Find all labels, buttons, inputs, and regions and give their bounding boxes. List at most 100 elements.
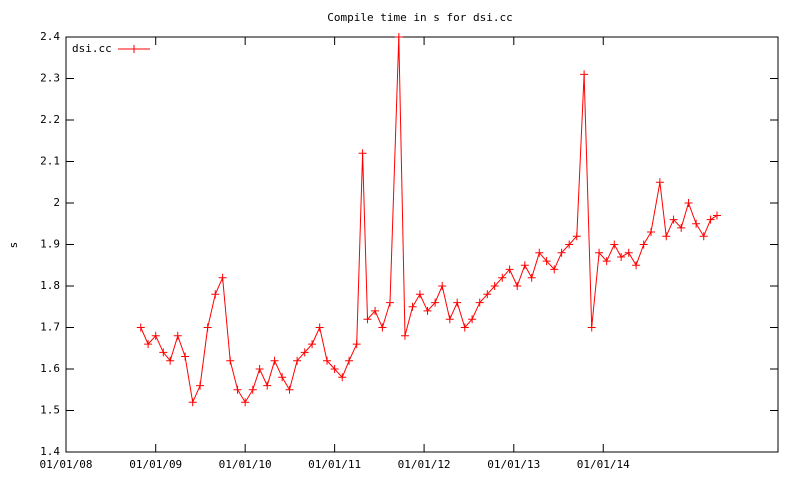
point-marker [610,240,619,249]
point-marker [278,373,287,382]
point-marker [453,298,462,307]
y-tick-label: 1.8 [40,279,60,292]
point-marker [550,265,559,274]
x-tick-label: 01/01/14 [577,458,630,471]
point-marker [415,290,424,299]
point-marker [587,323,596,332]
point-marker [352,340,361,349]
point-marker [513,282,522,290]
point-marker [617,252,626,261]
x-tick-label: 01/01/09 [129,458,182,471]
point-marker [445,315,454,324]
y-axis-label: s [7,242,20,249]
point-marker [490,282,499,290]
point-marker [196,381,205,390]
point-marker [173,331,182,340]
point-marker [565,240,574,249]
point-marker [400,331,409,340]
y-tick-label: 1.7 [40,321,60,334]
point-marker [188,398,197,407]
y-tick-label: 1.4 [40,445,60,458]
point-marker [520,261,529,270]
point-marker [241,398,250,407]
point-marker [460,323,469,332]
point-marker [136,323,145,332]
x-tick-label: 01/01/11 [308,458,361,471]
point-marker [255,365,264,373]
point-marker [699,232,708,241]
point-marker [408,302,417,311]
point-marker [181,352,190,361]
point-marker [423,306,432,315]
point-marker [468,315,477,324]
point-marker [330,365,339,373]
point-marker [677,223,686,232]
point-marker [308,340,317,349]
point-marker [248,385,257,394]
x-tick-label: 01/01/12 [398,458,451,471]
point-marker [595,248,604,257]
point-marker [300,348,309,357]
point-marker [639,240,648,249]
x-tick-label: 01/01/10 [219,458,272,471]
point-marker [226,356,235,365]
point-marker [218,273,227,282]
point-marker [315,323,324,332]
point-marker [572,232,581,241]
legend-label: dsi.cc [72,42,112,55]
point-marker [438,282,447,290]
chart-title: Compile time in s for dsi.cc [327,11,512,24]
y-tick-label: 1.5 [40,404,60,417]
point-marker [557,248,566,257]
x-tick-label: 01/01/13 [487,458,540,471]
point-marker [285,385,294,394]
point-marker [602,257,611,266]
point-marker [338,373,347,382]
point-marker [394,33,403,41]
legend-marker [130,45,138,53]
point-marker [263,381,272,390]
point-marker [345,356,354,365]
point-marker [527,273,536,282]
point-marker [144,340,153,349]
point-marker [483,290,492,299]
point-marker [371,306,380,315]
point-marker [624,248,633,257]
y-tick-label: 2.3 [40,72,60,85]
point-marker [684,199,693,207]
point-marker [580,70,589,79]
point-marker [386,298,395,307]
point-marker [151,331,160,340]
point-marker [378,323,387,332]
point-marker [542,257,551,266]
point-marker [662,232,671,241]
point-marker [498,273,507,282]
point-marker [358,149,367,158]
point-marker [363,315,372,324]
y-tick-label: 2.1 [40,155,60,168]
point-marker [655,178,664,187]
point-marker [505,265,514,274]
point-marker [166,356,175,365]
point-marker [647,228,656,237]
point-marker [706,215,715,224]
point-marker [293,356,302,365]
point-marker [270,356,279,365]
point-marker [712,211,721,220]
point-marker [431,298,440,307]
point-marker [211,290,220,299]
y-tick-label: 1.9 [40,238,60,251]
point-marker [159,348,168,357]
point-marker [203,323,212,332]
point-marker [323,356,332,365]
y-tick-label: 2.2 [40,113,60,126]
point-marker [233,385,242,394]
point-marker [475,298,484,307]
y-tick-label: 2 [53,196,60,209]
y-tick-label: 1.6 [40,362,60,375]
point-marker [632,261,641,270]
y-tick-label: 2.4 [40,30,60,43]
point-marker [535,248,544,257]
point-marker [692,219,701,228]
